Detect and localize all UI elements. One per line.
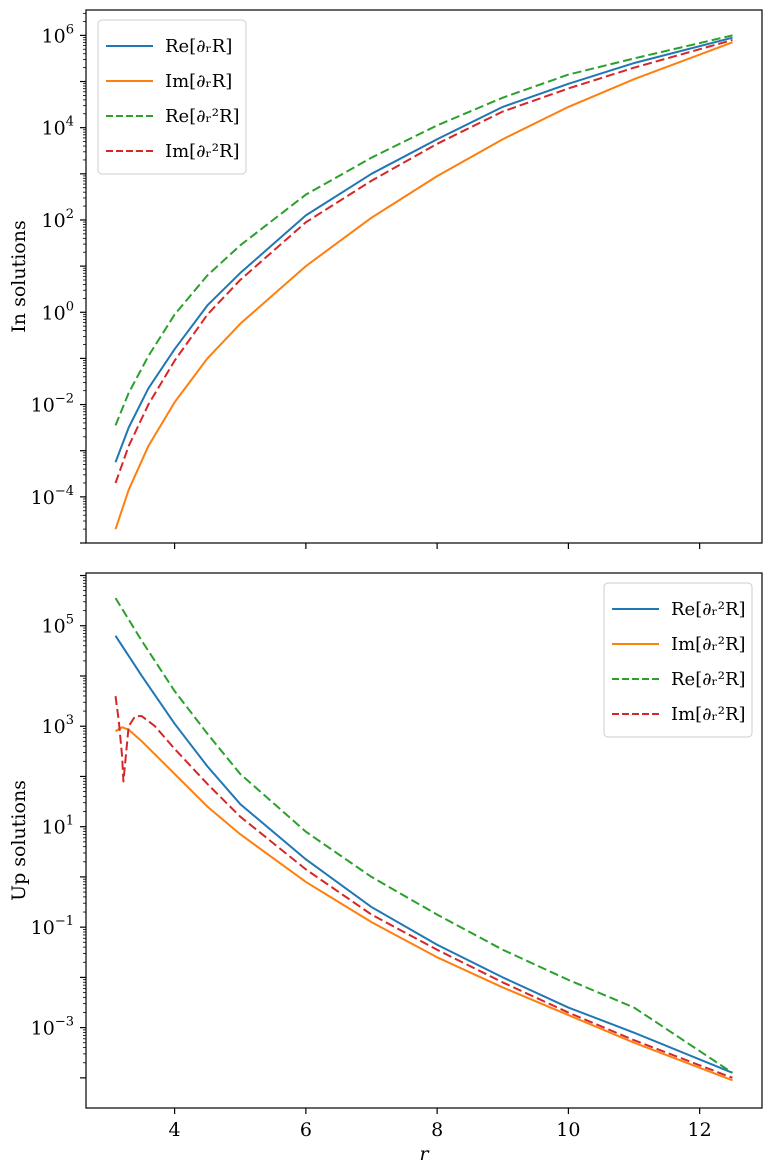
legend-label: Re[∂ᵣR] <box>165 36 232 57</box>
series-group <box>114 597 734 1082</box>
plot-frame <box>85 572 763 1109</box>
series-line-3 <box>114 597 734 1074</box>
y-tick-label: 104 <box>42 115 74 140</box>
y-tick-label: 10−3 <box>31 1015 74 1040</box>
legend-frame <box>603 582 753 738</box>
series-line-2 <box>115 726 733 1082</box>
legend-label: Re[∂ᵣ²R] <box>165 106 240 127</box>
legend-label: Im[∂ᵣR] <box>165 71 232 92</box>
legend-label: Im[∂ᵣ²R] <box>671 704 746 725</box>
legend: Re[∂ᵣ²R] Im[∂ᵣ²R] Re[∂ᵣ²R] Im[∂ᵣ²R] <box>603 582 753 738</box>
y-axis-label: Up solutions <box>8 780 30 901</box>
y-tick-label: 10−1 <box>31 914 74 939</box>
y-tick-label: 10−4 <box>31 484 74 509</box>
series-line-2 <box>114 41 733 530</box>
legend-label: Re[∂ᵣ²R] <box>671 669 746 690</box>
y-tick-label: 100 <box>42 299 74 324</box>
y-tick-label: 106 <box>42 22 74 47</box>
legend-frame <box>97 19 247 175</box>
x-tick-label: 12 <box>688 1119 712 1141</box>
y-tick-label: 105 <box>42 613 74 638</box>
x-tick-label: 4 <box>169 1119 181 1141</box>
legend-label: Im[∂ᵣ²R] <box>671 634 746 655</box>
legend-label: Im[∂ᵣ²R] <box>165 141 240 162</box>
legend: Re[∂ᵣR] Im[∂ᵣR] Re[∂ᵣ²R] Im[∂ᵣ²R] <box>97 19 247 175</box>
y-tick-label: 102 <box>42 207 74 232</box>
series-line-1 <box>114 635 733 1074</box>
y-tick-label: 101 <box>42 814 74 839</box>
legend-label: Re[∂ᵣ²R] <box>671 599 746 620</box>
series-line-4 <box>114 39 733 484</box>
x-tick-label: 10 <box>556 1119 580 1141</box>
series-group <box>114 34 733 530</box>
series-line-3 <box>114 34 733 426</box>
bottom-panel-up-solutions: 4 6 8 10 12 10−3 10−1 101 103 105 Up solutions r Re[… <box>8 572 763 1165</box>
series-line-1 <box>114 36 733 463</box>
series-line-4 <box>114 695 733 1079</box>
top-panel-in-solutions: 10−4 10−2 100 102 104 106 In solutions Re[∂ᵣR] I… <box>8 9 763 549</box>
x-tick-label: 6 <box>300 1119 312 1141</box>
y-axis-label: In solutions <box>8 220 30 332</box>
x-axis-label: r <box>419 1143 430 1165</box>
y-tick-label: 10−2 <box>31 392 74 417</box>
y-tick-label: 103 <box>42 713 74 738</box>
x-tick-label: 8 <box>431 1119 443 1141</box>
